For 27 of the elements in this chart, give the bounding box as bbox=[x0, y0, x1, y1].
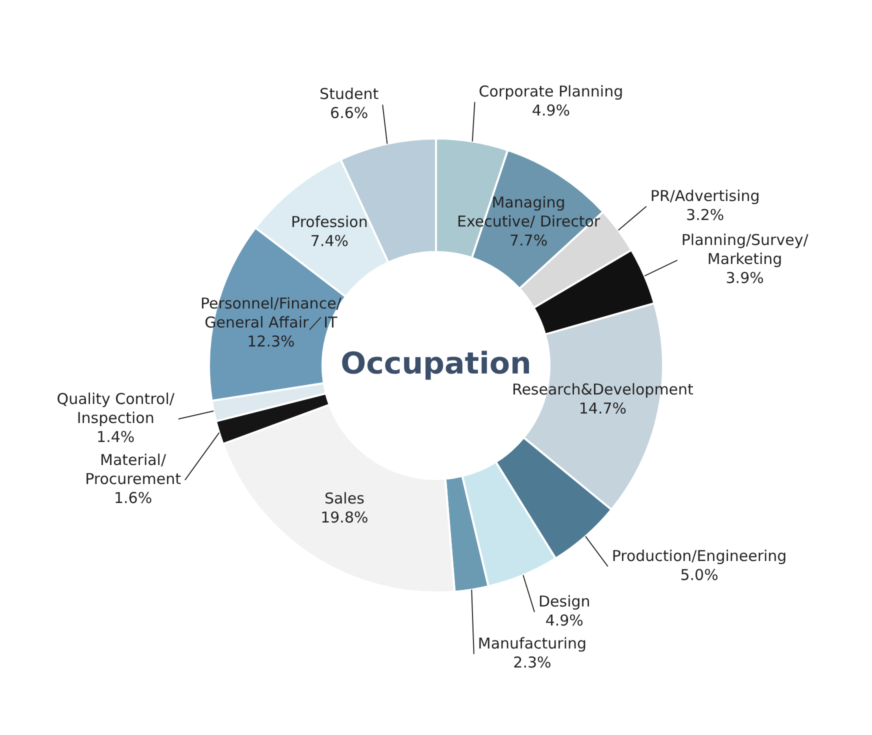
slice-label: Student bbox=[320, 85, 379, 104]
data-label: 7.4% bbox=[310, 232, 348, 250]
slice-label: Sales bbox=[324, 489, 365, 508]
data-label: 14.7% bbox=[578, 400, 627, 418]
slice-label: Research&Development bbox=[512, 380, 694, 399]
slice-label: PR/Advertising bbox=[650, 186, 760, 205]
slice-label: Corporate Planning bbox=[478, 82, 624, 100]
data-label: 19.8% bbox=[320, 508, 368, 526]
slice-label: Quality Control/ Inspection bbox=[56, 390, 176, 427]
data-label: 12.3% bbox=[247, 332, 295, 351]
text: Occupation bbox=[340, 346, 532, 382]
data-label: 4.9% bbox=[532, 101, 570, 120]
slice-label: Profession bbox=[291, 213, 368, 232]
slice-label: Manufacturing bbox=[478, 634, 587, 652]
slice-label: Design bbox=[538, 592, 590, 610]
slice-label: Planning/Survey/ Marketing bbox=[681, 231, 810, 268]
data-label: 5.0% bbox=[680, 566, 718, 584]
data-label: 1.6% bbox=[114, 488, 152, 507]
data-label: 7.7% bbox=[509, 231, 548, 250]
slice-label: Material/ Procurement bbox=[85, 450, 182, 488]
data-label: 3.9% bbox=[726, 269, 764, 288]
data-label: 6.6% bbox=[330, 104, 368, 122]
data-label: 2.3% bbox=[513, 653, 552, 672]
data-label: 3.2% bbox=[686, 206, 724, 224]
data-label: 1.4% bbox=[96, 428, 135, 446]
slice-label: Production/Engineering bbox=[612, 546, 787, 565]
data-label: 4.9% bbox=[545, 611, 584, 630]
